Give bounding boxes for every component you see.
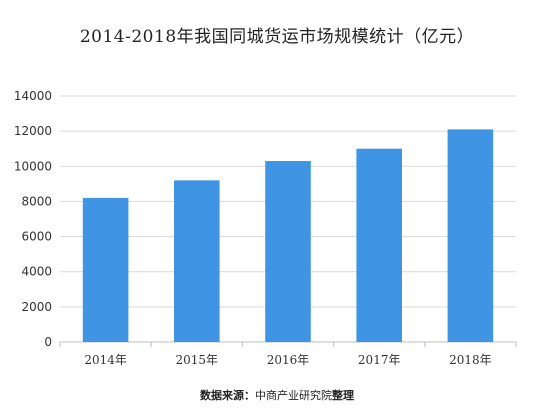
y-tick-label: 10000 [14, 159, 52, 173]
bars [82, 129, 494, 342]
y-tick-label: 2000 [21, 300, 52, 314]
y-tick-label: 14000 [14, 89, 52, 103]
source-tail: 整理 [332, 389, 354, 402]
x-tick-label: 2018年 [449, 353, 492, 367]
x-tick-label: 2014年 [84, 353, 127, 367]
bar [265, 161, 311, 342]
y-tick-labels: 0 2000 4000 6000 8000 10000 12000 14000 [14, 89, 52, 349]
bar [356, 148, 402, 342]
y-tick-label: 12000 [14, 124, 52, 138]
y-tick-label: 0 [44, 335, 52, 349]
source-org: 中商产业研究院 [255, 389, 332, 402]
axes [59, 341, 517, 347]
x-tick-label: 2015年 [176, 353, 219, 367]
x-tick-label: 2017年 [358, 353, 401, 367]
y-tick-label: 8000 [21, 194, 52, 208]
source-note: 数据来源：中商产业研究院整理 [0, 387, 554, 403]
x-tick-labels: 2014年 2015年 2016年 2017年 2018年 [84, 353, 491, 367]
y-tick-label: 4000 [21, 265, 52, 279]
source-label: 数据来源： [200, 389, 255, 402]
bar [82, 197, 129, 342]
bar [447, 129, 494, 342]
chart-title: 2014-2018年我国同城货运市场规模统计（亿元） [79, 27, 475, 47]
x-tick-label: 2016年 [267, 353, 310, 367]
y-tick-label: 6000 [21, 230, 52, 244]
bar [174, 180, 220, 342]
